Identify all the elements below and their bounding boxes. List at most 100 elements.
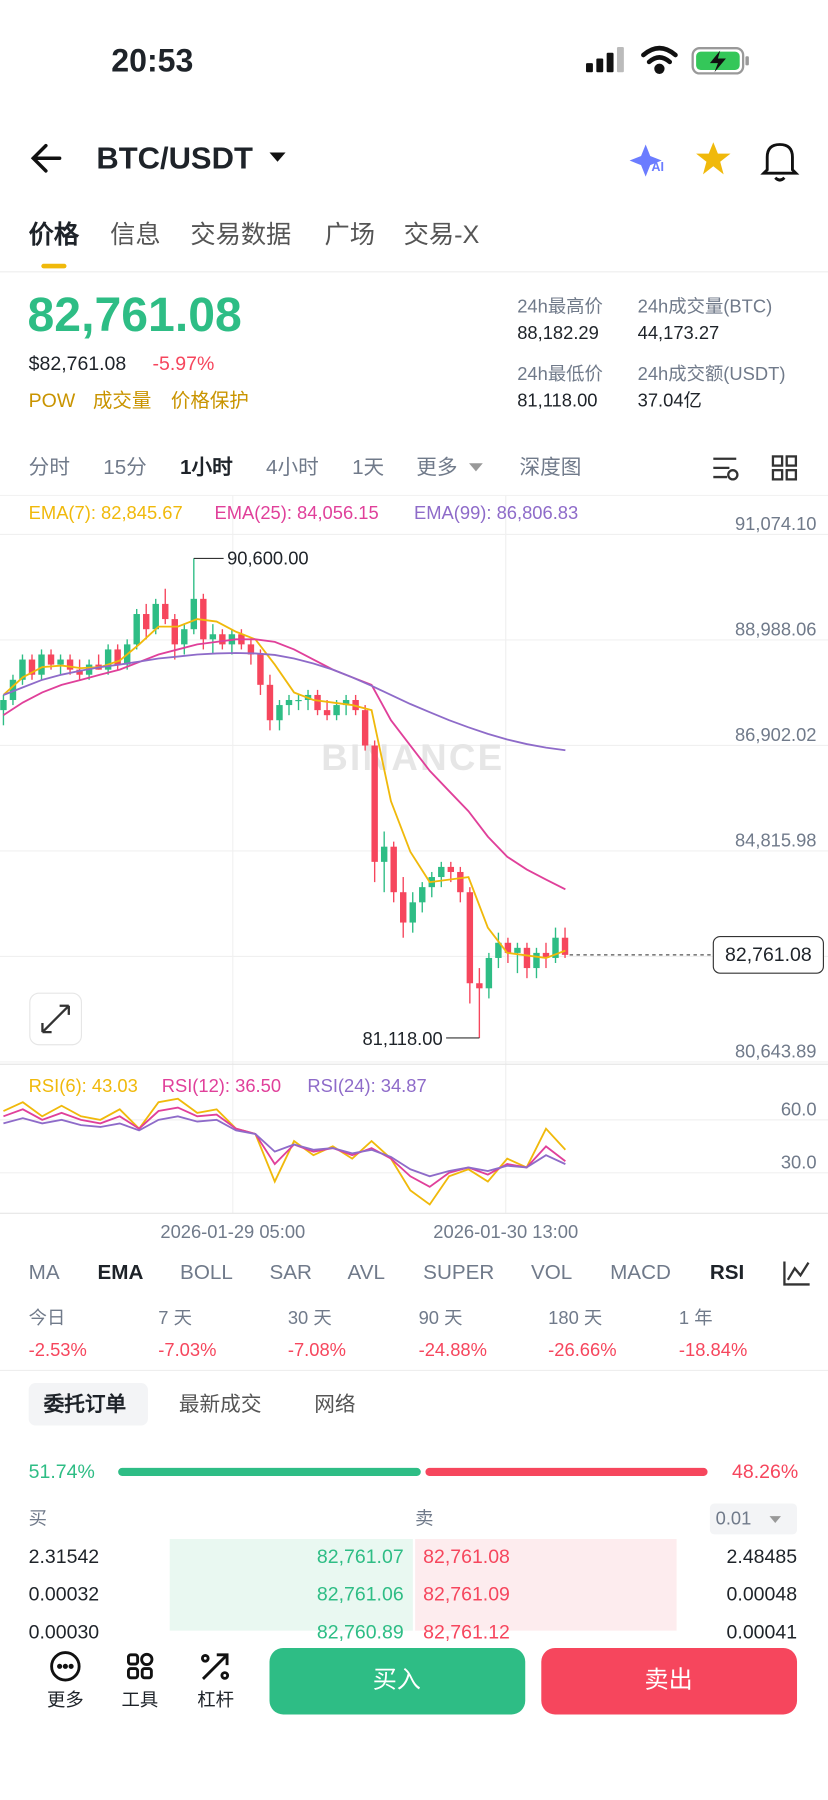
- interval[interactable]: 1小时: [180, 455, 233, 479]
- precision-box[interactable]: [709, 1503, 798, 1535]
- x-tick-label: 2026-01-30 13:00: [433, 1222, 579, 1243]
- tab[interactable]: 广场: [324, 219, 376, 249]
- buy-button[interactable]: [269, 1647, 526, 1715]
- indicator-tab[interactable]: RSI: [709, 1260, 745, 1284]
- candle-body: [9, 679, 17, 701]
- legend-entry: RSI(24): 34.87: [307, 1077, 427, 1097]
- stat-value: 44,173.27: [637, 323, 720, 344]
- chart-settings-icon[interactable]: [783, 1261, 810, 1286]
- indicator-tab[interactable]: SAR: [269, 1260, 312, 1284]
- candle-body: [57, 659, 64, 665]
- candle-body: [504, 942, 512, 953]
- candle-body: [485, 957, 493, 989]
- settings-icon[interactable]: [713, 457, 739, 481]
- indicator-tab[interactable]: SUPER: [423, 1260, 495, 1284]
- tag[interactable]: 成交量: [92, 389, 152, 412]
- candle-body: [209, 634, 217, 640]
- ask-qty: 0.00048: [726, 1583, 798, 1606]
- buy-label[interactable]: 买入: [373, 1667, 421, 1694]
- indicator-line: [3, 1097, 567, 1206]
- more-icon[interactable]: [50, 1651, 81, 1682]
- precision-caret[interactable]: [769, 1516, 781, 1523]
- indicator-line: [3, 652, 566, 752]
- ai-icon[interactable]: AI: [629, 144, 664, 177]
- stat-label: 24h成交额(USDT): [637, 365, 786, 385]
- x-tick-label: 2026-01-29 05:00: [160, 1222, 306, 1243]
- candle-body: [390, 846, 397, 893]
- candle-body: [162, 603, 169, 620]
- buy-ratio: 51.74%: [28, 1460, 95, 1483]
- favorite-star[interactable]: [696, 142, 731, 175]
- bid-qty: 0.00032: [28, 1583, 100, 1606]
- interval[interactable]: 15分: [103, 455, 147, 479]
- watermark: BINANCE: [321, 737, 504, 778]
- sell-label[interactable]: 卖出: [645, 1667, 693, 1694]
- bid-price: 82,761.07: [316, 1545, 404, 1568]
- tag[interactable]: POW: [28, 389, 76, 412]
- interval[interactable]: 1天: [352, 455, 385, 479]
- layout-icon[interactable]: [771, 455, 798, 481]
- y-tick-label: 60.0: [781, 1099, 817, 1120]
- more-caret[interactable]: [469, 463, 483, 472]
- order-tab[interactable]: 网络: [314, 1392, 356, 1416]
- y-tick-label: 88,988.06: [735, 619, 817, 640]
- ask-price: 82,761.08: [423, 1545, 510, 1568]
- expand-button[interactable]: [29, 992, 82, 1046]
- tool-label[interactable]: 更多: [47, 1690, 84, 1711]
- candle-body: [114, 649, 121, 665]
- indicator-tab[interactable]: BOLL: [180, 1260, 233, 1284]
- candle-body: [466, 892, 474, 984]
- period-label: 1 年: [678, 1308, 713, 1329]
- indicator-tab[interactable]: EMA: [97, 1260, 144, 1284]
- candle-body: [66, 659, 74, 670]
- interval[interactable]: 分时: [28, 455, 70, 479]
- tab[interactable]: 交易-X: [403, 219, 480, 249]
- ask-qty: 0.00041: [726, 1621, 798, 1644]
- tag[interactable]: 价格保护: [170, 389, 249, 412]
- candle-body: [533, 952, 540, 969]
- interval[interactable]: 深度图: [519, 455, 582, 479]
- precision[interactable]: 0.01: [715, 1509, 752, 1530]
- pair-title[interactable]: BTC/USDT: [96, 140, 253, 176]
- candle-body: [400, 892, 407, 923]
- candle-body: [419, 887, 426, 903]
- period-change: -26.66%: [548, 1341, 617, 1361]
- clock: 20:53: [111, 42, 194, 79]
- indicator-tab[interactable]: MACD: [610, 1260, 671, 1284]
- tab[interactable]: 交易数据: [190, 219, 292, 249]
- indicator-tab[interactable]: AVL: [347, 1260, 385, 1284]
- candle-body: [523, 947, 531, 969]
- bid-qty: 0.00030: [28, 1621, 100, 1644]
- legend-entry: EMA(99): 86,806.83: [413, 503, 579, 524]
- leverage-icon[interactable]: [200, 1653, 230, 1680]
- stat-label: 24h成交量(BTC): [637, 297, 773, 317]
- back-arrow[interactable]: [30, 143, 62, 173]
- y-tick-label: 86,902.02: [735, 724, 817, 745]
- tools-icon[interactable]: [127, 1652, 154, 1680]
- tool-label[interactable]: 工具: [121, 1690, 159, 1711]
- candle-body: [514, 947, 521, 953]
- y-tick-label: 84,815.98: [735, 830, 817, 851]
- candle-body: [143, 614, 150, 630]
- tab[interactable]: 价格: [28, 219, 80, 249]
- tool-label[interactable]: 杠杆: [197, 1690, 234, 1711]
- indicator-tab[interactable]: VOL: [530, 1260, 573, 1284]
- price-change: -5.97%: [152, 352, 215, 375]
- pair-caret[interactable]: [269, 152, 286, 162]
- candle-body: [361, 710, 369, 746]
- order-tab[interactable]: 最新成交: [178, 1392, 262, 1416]
- legend-entry: EMA(25): 84,056.15: [214, 503, 379, 524]
- candle-body: [314, 694, 321, 711]
- candle-body: [152, 603, 159, 630]
- candle-body: [476, 983, 483, 989]
- tab[interactable]: 信息: [110, 219, 161, 249]
- interval[interactable]: 4小时: [266, 455, 319, 479]
- tab-background: [28, 1383, 148, 1426]
- interval[interactable]: 更多: [416, 455, 458, 479]
- bell-icon[interactable]: [760, 143, 800, 182]
- candle-body: [295, 700, 302, 702]
- indicator-tab[interactable]: MA: [28, 1260, 60, 1284]
- sell-button[interactable]: [541, 1647, 798, 1715]
- order-tab[interactable]: 委托订单: [43, 1392, 127, 1416]
